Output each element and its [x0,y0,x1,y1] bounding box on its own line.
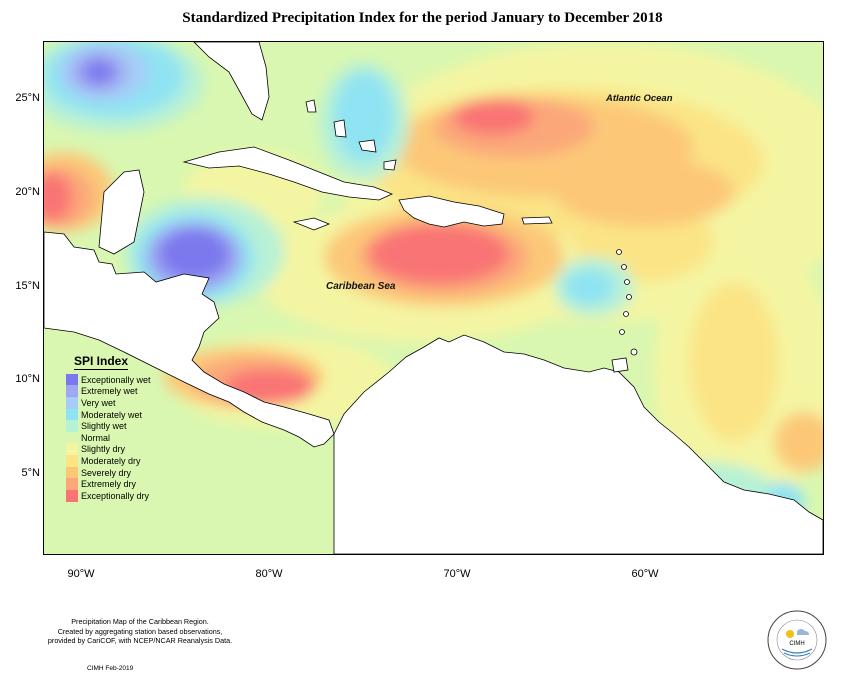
lon-label-80w: 80°W [255,568,283,580]
legend-items: Exceptionally wet Extremely wet Very wet… [66,373,206,502]
map-credit: CIMH Feb-2019 [87,665,134,672]
lat-label-5n: 5°N [21,467,40,479]
legend-item: Normal [66,431,206,444]
legend-swatch [66,373,78,386]
legend-swatch [66,489,78,502]
legend-label: Exceptionally wet [81,374,151,385]
map-title: Standardized Precipitation Index for the… [182,10,663,26]
legend-item: Moderately wet [66,408,206,421]
footnote-line: Precipitation Map of the Caribbean Regio… [71,617,209,626]
legend-item: Very wet [66,396,206,409]
legend-label: Normal [81,432,111,443]
caribbean-sea-label: Caribbean Sea [326,281,396,292]
lat-label-10n: 10°N [15,373,40,385]
lat-label-15n: 15°N [15,280,40,292]
legend-swatch [66,385,78,398]
legend-swatch [66,396,78,409]
legend-item: Extremely dry [66,478,206,491]
legend-item: Moderately dry [66,454,206,467]
lon-label-60w: 60°W [631,568,659,580]
legend-label: Extremely wet [81,386,138,397]
footnote-line: provided by CariCOF, with NCEP/NCAR Rean… [47,636,233,645]
logo-text: CIMH [789,641,804,647]
legend-item: Exceptionally wet [66,373,206,386]
legend-item: Slightly dry [66,443,206,456]
legend-item: Severely dry [66,466,206,479]
spi-map-canvas [44,42,823,554]
legend-label: Moderately dry [81,455,141,466]
legend-label: Severely dry [81,467,132,478]
spi-map [43,41,824,555]
legend-swatch [66,408,78,421]
lon-label-70w: 70°W [443,568,471,580]
legend-label: Extremely dry [81,479,137,490]
legend-swatch [66,420,78,433]
legend-swatch [66,454,78,467]
cimh-logo: CIMH [766,609,828,671]
legend-swatch [66,443,78,456]
lon-label-90w: 90°W [67,568,95,580]
land-outlines [44,42,823,554]
legend-item: Slightly wet [66,420,206,433]
footnote-line: Created by aggregating station based obs… [57,626,223,636]
lat-label-25n: 25°N [15,92,40,104]
legend-label: Very wet [81,397,116,408]
lat-label-20n: 20°N [15,186,40,198]
legend-label: Slightly wet [81,421,127,432]
legend-swatch [66,431,78,444]
legend-label: Slightly dry [81,444,126,455]
legend-title: SPI Index [74,354,129,370]
atlantic-ocean-label: Atlantic Ocean [606,93,673,104]
legend-item: Exceptionally dry [66,489,206,502]
spi-field [44,42,823,542]
legend-item: Extremely wet [66,385,206,398]
map-footnote: Precipitation Map of the Caribbean Regio… [20,617,260,646]
legend-swatch [66,478,78,491]
spi-legend: SPI Index Exceptionally wet Extremely we… [66,352,206,502]
legend-label: Exceptionally dry [81,490,150,501]
legend-swatch [66,466,78,479]
legend-label: Moderately wet [81,409,143,420]
